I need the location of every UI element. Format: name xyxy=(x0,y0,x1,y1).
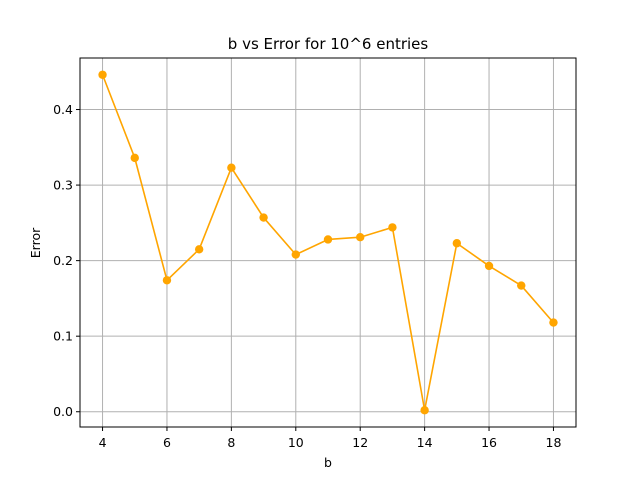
data-point xyxy=(162,276,172,285)
x-tick-label: 4 xyxy=(99,435,107,450)
y-tick-label: 0.4 xyxy=(53,102,73,117)
data-point xyxy=(517,281,526,290)
x-tick-label: 14 xyxy=(417,435,433,450)
y-axis-ticks: 0.0 0.1 0.2 0.3 0.4 xyxy=(53,102,80,419)
y-tick-label: 0.2 xyxy=(53,253,73,268)
data-point xyxy=(98,70,107,79)
x-tick-label: 6 xyxy=(163,435,171,450)
data-point xyxy=(388,223,397,232)
chart-title: b vs Error for 10^6 entries xyxy=(228,35,429,53)
data-point xyxy=(194,245,204,254)
y-axis-label: Error xyxy=(28,227,43,258)
y-tick-label: 0.1 xyxy=(53,329,73,344)
y-tick-label: 0.3 xyxy=(53,178,73,193)
x-tick-label: 16 xyxy=(481,435,497,450)
x-axis-ticks: 4 6 8 10 12 14 16 18 xyxy=(99,427,562,450)
data-point xyxy=(259,213,268,222)
data-point xyxy=(484,261,494,271)
x-axis-label: b xyxy=(324,455,332,470)
data-point xyxy=(130,153,139,163)
x-tick-label: 18 xyxy=(546,435,562,450)
x-tick-label: 12 xyxy=(352,435,368,450)
grid-lines xyxy=(80,58,576,427)
data-point xyxy=(323,235,333,244)
x-tick-label: 8 xyxy=(227,435,235,450)
data-point xyxy=(549,318,558,327)
data-point xyxy=(452,239,462,248)
series-line-group xyxy=(98,70,558,415)
data-point xyxy=(420,406,429,415)
data-point xyxy=(356,233,365,242)
y-tick-label: 0.0 xyxy=(53,404,73,419)
data-point xyxy=(227,163,236,172)
data-point xyxy=(291,250,300,259)
plot-area-frame xyxy=(79,57,577,428)
x-tick-label: 10 xyxy=(288,435,304,450)
